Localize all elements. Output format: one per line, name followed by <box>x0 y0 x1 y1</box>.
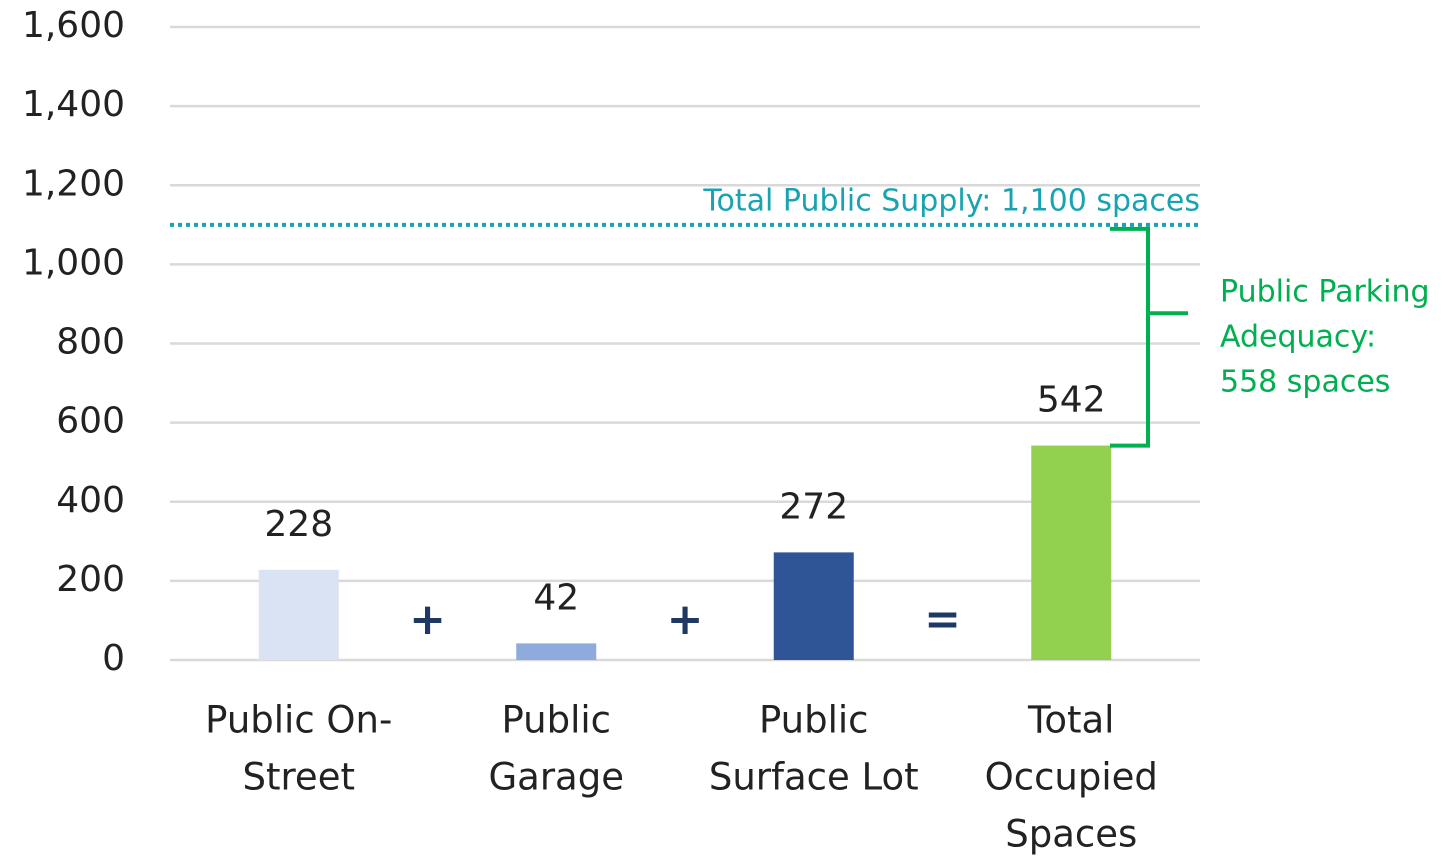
y-tick-label: 600 <box>56 401 125 442</box>
x-tick-label: Garage <box>489 756 624 799</box>
operator: + <box>409 594 446 645</box>
y-tick-label: 200 <box>56 559 125 600</box>
y-tick-label: 1,000 <box>22 242 125 283</box>
y-tick-label: 0 <box>102 638 125 679</box>
x-tick-label: Public <box>759 699 869 742</box>
bar <box>516 643 597 660</box>
operator: = <box>924 594 961 645</box>
bracket-label: Adequacy: <box>1220 320 1376 355</box>
bar <box>258 569 339 660</box>
y-tick-label: 1,600 <box>22 5 125 46</box>
value-label: 272 <box>779 486 848 527</box>
reference-label: Total Public Supply: 1,100 spaces <box>702 183 1200 218</box>
x-tick-label: Street <box>243 756 355 799</box>
y-tick-label: 1,400 <box>22 84 125 125</box>
x-tick-label: Public On- <box>205 699 392 742</box>
x-tick-label: Public <box>501 699 611 742</box>
x-tick-label: Spaces <box>1005 813 1137 856</box>
value-label: 542 <box>1037 380 1106 421</box>
x-tick-label: Occupied <box>985 756 1158 799</box>
y-tick-label: 800 <box>56 322 125 363</box>
x-tick-label: Surface Lot <box>709 756 919 799</box>
operator: + <box>667 594 704 645</box>
y-tick-label: 1,200 <box>22 163 125 204</box>
value-label: 42 <box>533 577 579 618</box>
bracket-label: Public Parking <box>1220 275 1430 310</box>
x-tick-label: Total <box>1027 699 1114 742</box>
bracket-label: 558 spaces <box>1220 365 1390 400</box>
bar <box>773 552 854 660</box>
value-label: 228 <box>264 504 333 545</box>
bracket <box>1110 226 1188 448</box>
y-tick-label: 400 <box>56 480 125 521</box>
bar <box>1031 445 1112 660</box>
